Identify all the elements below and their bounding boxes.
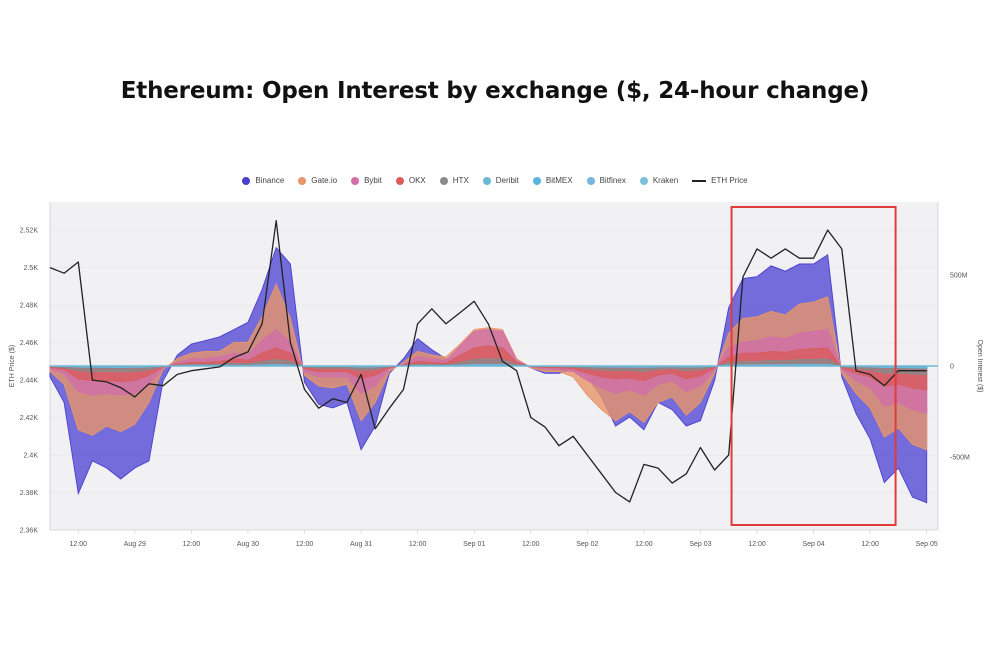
y-left-tick-label: 2.46K [20,340,39,347]
y-left-tick-label: 2.5K [24,265,39,272]
legend: Binance Gate.io Bybit OKX HTX Deribit BitMEX Bi… [0,176,990,185]
legend-label: Bitfinex [599,176,626,185]
y-right-tick-label: 500M [950,272,968,279]
legend-label: Bybit [364,176,382,185]
legend-item-bitmex[interactable]: BitMEX [532,176,573,185]
legend-label: Gate.io [311,176,338,185]
legend-marker [639,176,648,185]
y-left-tick-label: 2.38K [20,490,39,497]
legend-label: OKX [408,176,426,185]
legend-marker [439,176,448,185]
y-left-tick-label: 2.4K [24,453,39,460]
legend-item-deribit[interactable]: Deribit [482,176,519,185]
x-tick-label: Aug 29 [124,541,146,548]
legend-label: Binance [255,176,285,185]
legend-item-eth-price[interactable]: ETH Price [692,176,748,185]
area-okx [49,345,928,391]
x-tick-label: 12:00 [70,541,88,548]
legend-label: HTX [452,176,469,185]
x-tick-label: Aug 31 [350,541,372,548]
legend-marker [395,176,404,185]
x-tick-label: Sep 02 [576,541,598,548]
y-left-tick-label: 2.52K [20,228,39,235]
x-tick-label: 12:00 [748,541,766,548]
legend-item-gate-io[interactable]: Gate.io [298,176,337,185]
legend-item-binance[interactable]: Binance [242,176,284,185]
legend-marker [298,176,307,185]
y-right-tick-label: -500M [950,455,970,462]
y-right-axis-title: Open Interest ($) [976,340,983,393]
highlight-box [730,206,897,526]
legend-marker [692,179,707,182]
legend-label: Deribit [495,176,519,185]
y-left-tick-label: 2.42K [20,415,39,422]
y-left-tick-label: 2.48K [20,303,39,310]
line-eth-price [49,220,927,503]
legend-marker [351,176,360,185]
y-left-tick-label: 2.36K [20,528,39,535]
legend-item-kraken[interactable]: Kraken [639,176,679,185]
x-tick-label: Sep 03 [689,541,711,548]
legend-marker [532,176,541,185]
legend-item-okx[interactable]: OKX [395,176,426,185]
x-tick-label: Aug 30 [237,541,259,548]
x-tick-label: 12:00 [409,541,427,548]
y-right-tick-label: 0 [950,364,954,371]
legend-item-bybit[interactable]: Bybit [351,176,382,185]
x-tick-label: 12:00 [183,541,201,548]
x-tick-label: 12:00 [861,541,879,548]
x-tick-label: 12:00 [296,541,314,548]
chart-title: Ethereum: Open Interest by exchange ($, … [120,78,870,104]
legend-label: ETH Price [711,176,748,185]
x-tick-label: Sep 05 [916,541,938,548]
legend-marker [482,176,491,185]
area-gate-io [49,282,928,451]
legend-label: Kraken [652,176,679,185]
x-tick-label: 12:00 [522,541,540,548]
legend-marker [586,176,595,185]
x-tick-label: Sep 04 [802,541,824,548]
legend-marker [242,176,251,185]
area-htx [49,358,928,376]
y-left-tick-label: 2.44K [20,378,39,385]
y-left-axis-title: ETH Price ($) [9,345,16,387]
legend-item-htx[interactable]: HTX [439,176,469,185]
legend-label: BitMEX [545,176,573,185]
x-tick-label: Sep 01 [463,541,485,548]
legend-item-bitfinex[interactable]: Bitfinex [586,176,626,185]
x-tick-label: 12:00 [635,541,653,548]
